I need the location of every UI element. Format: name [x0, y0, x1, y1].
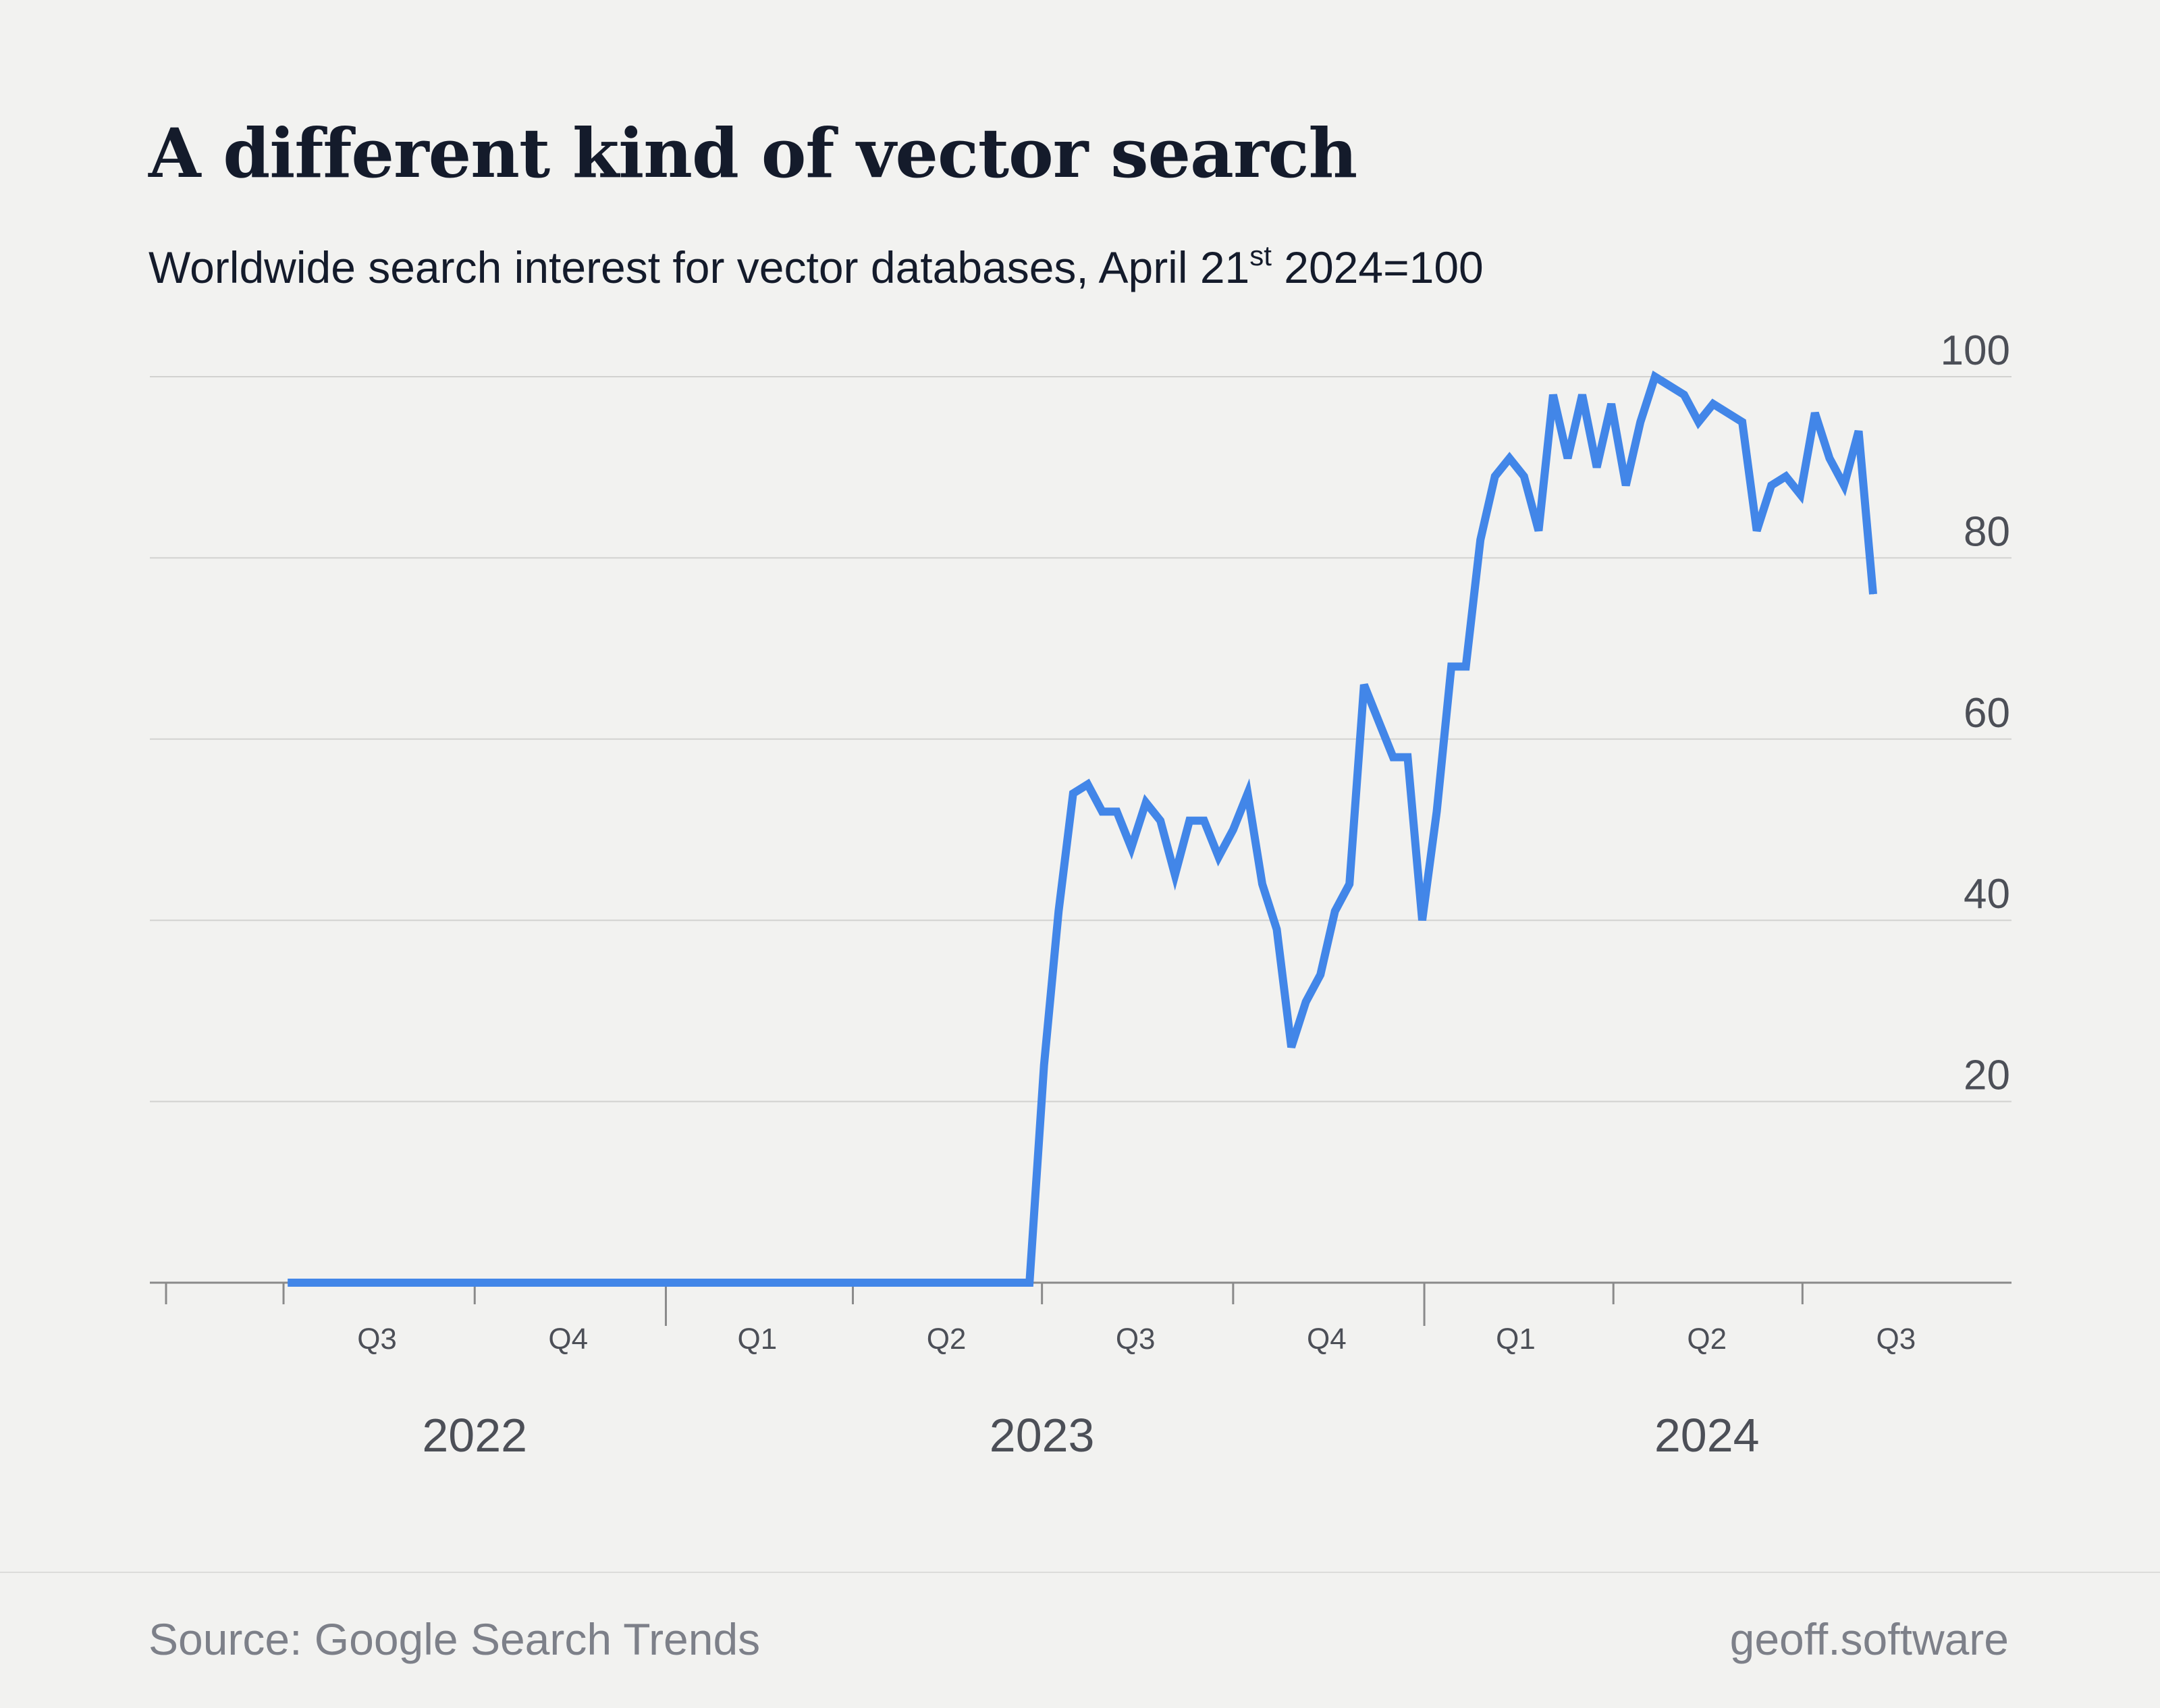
data-point — [1145, 802, 1147, 803]
x-axis: Q3 Q4 Q1 Q2 Q3 Q4 Q1 Q2 Q3 2022 2023 2024 — [150, 1281, 2012, 1462]
chart-title: A different kind of vector search — [148, 113, 1357, 193]
data-point — [1814, 412, 1816, 414]
gridlines — [150, 376, 2012, 1102]
data-point — [1131, 847, 1132, 849]
quarter-label: Q4 — [1307, 1323, 1347, 1356]
data-point — [1771, 485, 1772, 486]
quarter-label: Q4 — [548, 1323, 588, 1356]
data-point — [1683, 394, 1685, 396]
brand-credit: geoff.software — [1729, 1614, 2009, 1664]
series-line-0 — [288, 370, 1877, 1287]
data-point — [1785, 476, 1787, 477]
data-point — [1742, 421, 1743, 423]
quarter-label: Q3 — [1877, 1323, 1916, 1356]
y-tick-label: 20 — [1964, 1052, 2010, 1099]
quarter-label: Q2 — [927, 1323, 967, 1356]
data-point — [1596, 466, 1598, 468]
y-axis-labels: 20 40 60 80 100 — [1941, 327, 2010, 1099]
data-point — [1523, 476, 1525, 477]
data-point — [1552, 394, 1554, 396]
data-point — [1174, 874, 1176, 876]
data-point — [1640, 421, 1641, 423]
subtitle-tail: 2024=100 — [1271, 242, 1484, 292]
data-point — [1320, 974, 1321, 976]
subtitle-ordinal-suffix: st — [1249, 240, 1272, 271]
quarter-label: Q3 — [357, 1323, 397, 1356]
data-point — [1698, 421, 1699, 423]
data-point — [1800, 494, 1801, 495]
chart-subtitle: Worldwide search interest for vector dat… — [148, 242, 1484, 293]
data-point — [1247, 793, 1248, 794]
footer-divider — [0, 1572, 2160, 1573]
year-label: 2022 — [422, 1409, 527, 1462]
line-chart: Q3 Q4 Q1 Q2 Q3 Q4 Q1 Q2 Q3 2022 2023 2024 20 40 60 80 1… — [150, 327, 2012, 1462]
data-point — [1480, 539, 1481, 541]
data-point — [1582, 394, 1583, 396]
data-point — [1494, 476, 1496, 477]
y-tick-label: 100 — [1941, 327, 2010, 374]
source-note: Source: Google Search Trends — [148, 1614, 761, 1664]
data-point — [1276, 929, 1277, 930]
quarter-label: Q2 — [1687, 1323, 1727, 1356]
quarter-label: Q1 — [1496, 1323, 1536, 1356]
data-point — [1116, 811, 1117, 812]
y-tick-label: 80 — [1964, 508, 2010, 555]
y-tick-label: 60 — [1964, 690, 2010, 737]
quarter-label: Q1 — [738, 1323, 778, 1356]
data-point — [1189, 820, 1190, 822]
y-tick-label: 40 — [1964, 871, 2010, 917]
data-point — [1451, 666, 1452, 667]
year-label: 2023 — [990, 1409, 1095, 1462]
data-point — [1872, 593, 1874, 595]
data-point — [1727, 412, 1728, 414]
data-point — [1436, 811, 1437, 812]
data-point — [1422, 919, 1423, 921]
data-point — [1625, 485, 1627, 486]
data-point — [1669, 385, 1670, 386]
series-layer — [287, 370, 1877, 1287]
quarter-label: Q3 — [1116, 1323, 1156, 1356]
year-label: 2024 — [1654, 1409, 1760, 1462]
data-point — [1305, 1001, 1307, 1003]
data-point — [1378, 720, 1379, 722]
data-point — [1465, 666, 1467, 667]
data-point — [1843, 485, 1845, 486]
data-point — [1160, 820, 1161, 822]
data-point — [1291, 1046, 1292, 1048]
subtitle-main: Worldwide search interest for vector dat… — [148, 242, 1250, 292]
